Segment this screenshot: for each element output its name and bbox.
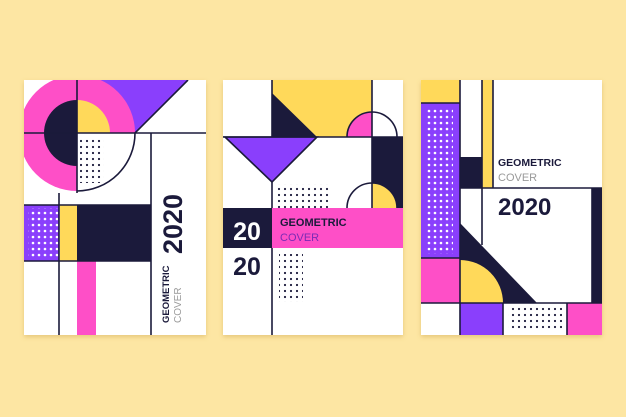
dot-grid [508, 307, 562, 331]
navy-triangle [272, 93, 317, 137]
dot-grid-top [276, 184, 330, 208]
pink-strip [77, 261, 96, 335]
cover-2-title: GEOMETRIC [280, 217, 347, 229]
dot-grid-bottom [279, 254, 303, 302]
cover-1-title: GEOMETRIC [161, 265, 172, 323]
yellow-quarter-circle [460, 260, 503, 303]
cover-3: GEOMETRIC COVER 2020 [421, 80, 602, 335]
cover-2-year-part2: 20 [233, 253, 261, 281]
navy-band [223, 208, 272, 248]
navy-rectangle [77, 205, 151, 261]
pink-quarter-circle [347, 112, 372, 137]
cover-1: 2020 GEOMETRIC COVER [24, 80, 206, 335]
dot-grid [80, 137, 104, 183]
cover-3-title: GEOMETRIC [498, 157, 562, 169]
yellow-strip [482, 80, 493, 188]
yellow-quarter-circle [77, 100, 110, 133]
cover-3-year: 2020 [498, 194, 551, 221]
cover-2-year-part1: 20 [233, 218, 261, 246]
pink-band [272, 208, 403, 248]
cover-2-subtitle: COVER [280, 232, 319, 244]
yellow-quarter-circle [372, 183, 397, 208]
cover-3-subtitle: COVER [498, 172, 537, 184]
cover-2: 20 20 GEOMETRIC COVER [223, 80, 403, 335]
cover-1-year: 2020 [158, 194, 188, 254]
cover-1-subtitle: COVER [173, 287, 184, 323]
